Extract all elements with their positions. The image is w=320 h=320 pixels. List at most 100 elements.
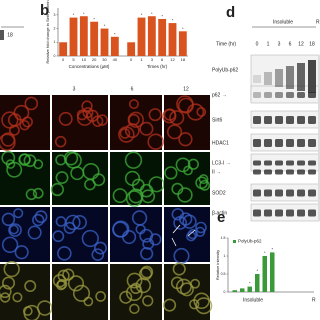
cell: [128, 99, 139, 110]
band: [308, 209, 316, 217]
cell: [148, 108, 162, 122]
band: [286, 209, 294, 217]
micrograph: [110, 264, 162, 320]
cell: [18, 153, 31, 166]
bar: [240, 288, 245, 292]
band: [253, 169, 261, 175]
band: [264, 209, 272, 217]
cell: [177, 187, 193, 203]
cell: [24, 96, 39, 111]
lane-label: 12: [298, 41, 304, 47]
cell: [52, 230, 65, 243]
cell: [62, 268, 75, 281]
cell: [139, 121, 154, 136]
bar: [270, 252, 275, 292]
band: [308, 116, 316, 124]
cell: [140, 247, 154, 261]
significance: *: [141, 12, 143, 17]
group-label: Concentrations (μM): [69, 64, 110, 69]
bar: [110, 36, 119, 56]
band: [264, 160, 272, 166]
cell: [119, 290, 133, 304]
cell: [119, 128, 131, 139]
band: [308, 160, 316, 166]
cell: [25, 188, 38, 201]
cell: [169, 110, 185, 126]
cell: [179, 282, 194, 297]
cell: [163, 298, 177, 312]
cell: [3, 260, 20, 278]
band: [275, 169, 283, 175]
band: [275, 160, 283, 166]
band: [308, 169, 316, 175]
smear: [308, 60, 316, 93]
smear: [253, 75, 261, 83]
band: [275, 116, 283, 124]
cell: [175, 157, 191, 173]
cell: [1, 111, 19, 129]
cell: [36, 300, 53, 316]
band: [264, 139, 272, 147]
cell: [173, 216, 188, 230]
row-label: II →: [212, 169, 221, 175]
cell: [162, 109, 177, 124]
bar: [147, 16, 156, 57]
cell: [27, 225, 42, 240]
y-tick-label: 1.5: [221, 236, 226, 240]
cell: [195, 176, 209, 190]
cell: [72, 215, 87, 230]
cell: [70, 166, 85, 181]
cell: [124, 151, 143, 169]
band: [308, 92, 316, 98]
row-label: LC3-I →: [212, 160, 231, 166]
band: [253, 189, 261, 197]
cell: [175, 278, 192, 295]
arrow: [171, 237, 177, 247]
cell: [141, 189, 156, 204]
significance: *: [182, 26, 184, 31]
cell: [142, 295, 154, 307]
arrow: [187, 229, 196, 237]
cell: [57, 269, 70, 282]
cell: [57, 246, 72, 261]
band: [286, 160, 294, 166]
band: [297, 92, 305, 98]
band: [275, 189, 283, 197]
y-tick-label: 0.5: [221, 272, 226, 276]
y-tick-label: 1: [54, 40, 56, 44]
significance: *: [151, 11, 153, 16]
bar: [59, 42, 68, 56]
micrograph: [164, 264, 210, 320]
lane-label: 18: [309, 41, 315, 47]
band: [297, 139, 305, 147]
band: [275, 92, 283, 98]
panel-label: b: [40, 2, 49, 19]
microscopy: 3 6 12: [0, 86, 213, 320]
cell: [0, 133, 16, 151]
significance: *: [172, 18, 174, 23]
time-label: 3: [73, 86, 76, 92]
cell: [92, 173, 106, 187]
band: [253, 92, 261, 98]
cell: [166, 124, 183, 140]
significance: *: [104, 23, 106, 28]
micrograph: [110, 95, 162, 150]
cell: [2, 276, 16, 290]
blot-header: R: [316, 19, 320, 25]
cell: [9, 224, 19, 235]
legend-label: PolyUb-p62: [238, 239, 262, 244]
cell: [182, 214, 197, 229]
significance: *: [161, 14, 163, 19]
cell: [1, 212, 16, 227]
band: [286, 92, 294, 98]
row-label: SOD2: [212, 190, 226, 196]
cell: [1, 236, 19, 253]
cell: [199, 179, 211, 191]
lane-label: 18: [7, 32, 13, 38]
bar: [79, 16, 88, 57]
cell: [0, 292, 11, 303]
cell: [81, 100, 93, 112]
bar: [137, 17, 146, 57]
x-tick-label: 0: [130, 57, 133, 62]
significance: *: [264, 250, 266, 255]
